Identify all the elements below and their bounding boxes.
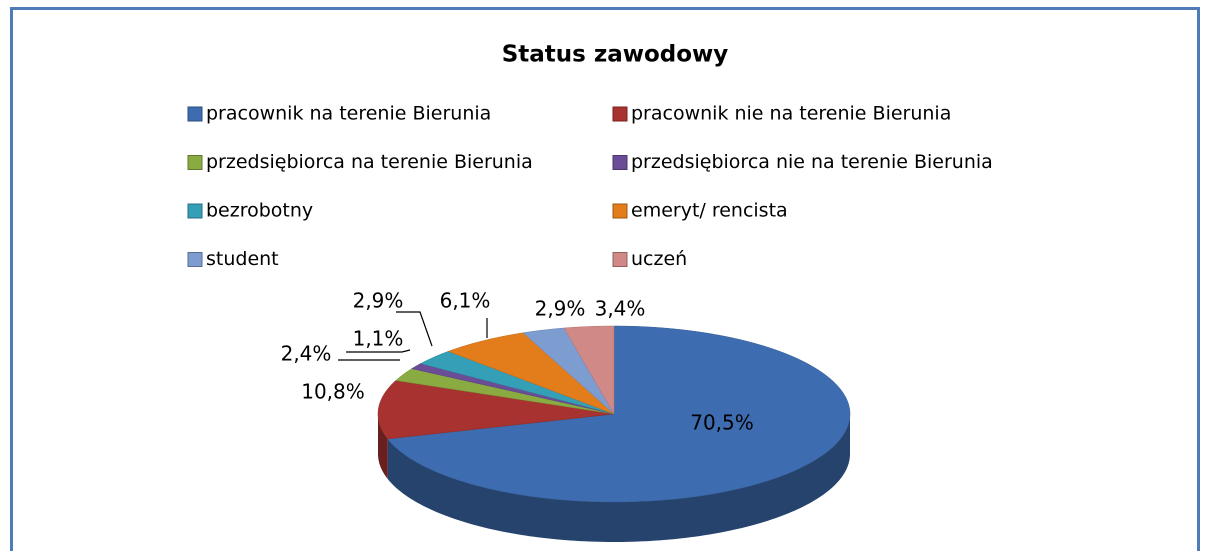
legend-label: pracownik na terenie Bierunia <box>206 103 491 125</box>
legend-label: student <box>206 248 279 270</box>
legend-swatch <box>612 203 628 219</box>
data-label: 3,4% <box>595 297 646 321</box>
pie-slice <box>395 368 615 415</box>
slice-top <box>563 325 615 415</box>
data-label: 70,5% <box>690 411 754 435</box>
leader-line <box>346 349 411 353</box>
legend-swatch <box>187 106 203 122</box>
legend-label: przedsiębiorca nie na terenie Bierunia <box>631 151 993 173</box>
chart-title: Status zawodowy <box>502 42 729 68</box>
legend-swatch <box>187 155 203 170</box>
data-label: 10,8% <box>301 380 365 404</box>
leader-line <box>396 311 433 347</box>
pie-slice <box>387 325 851 542</box>
data-label: 2,9% <box>353 289 404 313</box>
legend-label: bezrobotny <box>206 200 313 222</box>
pie-slice <box>447 332 615 415</box>
data-label: 6,1% <box>440 289 491 313</box>
slice-top <box>395 368 615 415</box>
slice-top <box>387 325 851 503</box>
data-label: 2,9% <box>535 297 586 321</box>
legend-label: przedsiębiorca na terenie Bierunia <box>206 151 533 173</box>
slice-top <box>447 332 615 415</box>
pie-slice <box>522 327 615 415</box>
legend-label: pracownik nie na terenie Bierunia <box>631 103 951 125</box>
slice-top <box>377 380 615 440</box>
pie-slice <box>419 351 615 415</box>
legend-label: emeryt/ rencista <box>631 200 788 222</box>
slice-side <box>378 414 388 479</box>
legend-swatch <box>612 252 628 267</box>
slice-top <box>522 327 615 415</box>
slice-side <box>387 414 850 542</box>
pie-slice <box>377 380 615 479</box>
legend-swatch <box>187 203 203 219</box>
data-label: 2,4% <box>281 342 332 366</box>
legend-swatch <box>612 106 628 122</box>
legend-swatch <box>612 155 628 170</box>
legend-swatch <box>187 252 203 267</box>
pie-slice <box>563 325 615 415</box>
data-label: 1,1% <box>353 327 404 351</box>
legend-label: uczeń <box>631 248 687 270</box>
slice-top <box>419 351 615 415</box>
